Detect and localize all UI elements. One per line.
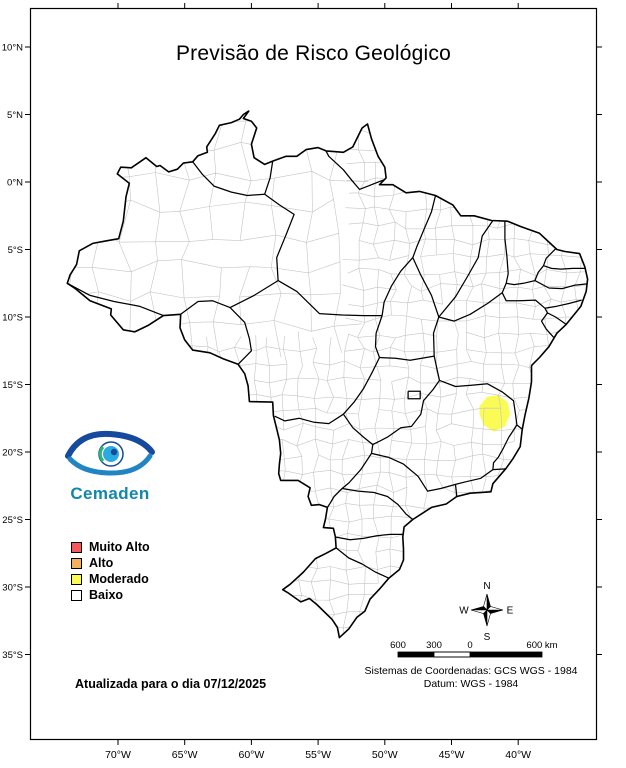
compass-e-label: E xyxy=(507,606,514,617)
scale-bar: 600 300 0 600 km xyxy=(390,640,558,658)
coord-system-line1: Sistemas de Coordenadas: GCS WGS - 1984 xyxy=(364,665,578,677)
map-neatline xyxy=(29,7,598,741)
scale-label-mid: 300 xyxy=(426,640,442,651)
map-title: Previsão de Risco Geológico xyxy=(175,42,452,65)
lon-tick-label: 60°W xyxy=(239,749,265,761)
lat-tick-label: 15°S xyxy=(2,380,23,391)
scale-segment-black-left xyxy=(398,652,434,657)
lat-tick-label: 10°S xyxy=(2,313,23,324)
lat-tick-label: 35°S xyxy=(2,650,23,661)
lon-tick-label: 40°W xyxy=(505,749,531,761)
legend-label-alto: Alto xyxy=(89,556,114,570)
scale-label-right: 600 km xyxy=(526,640,557,651)
risk-legend: Muito Alto Alto Moderado Baixo xyxy=(71,541,150,605)
moderate-risk-highlight-region xyxy=(479,395,511,432)
map-frame: 10°N 5°N 0°N 5°S 10°S 15°S 20°S 25°S 30°S 35°S 70°… xyxy=(2,3,602,761)
lat-tick-label: 25°S xyxy=(2,515,23,526)
compass-star-icon xyxy=(470,593,504,627)
lat-tick-label: 0°N xyxy=(7,178,23,189)
compass-rose: N S E W xyxy=(459,581,514,643)
coordinate-system-note: Sistemas de Coordenadas: GCS WGS - 1984 … xyxy=(340,665,602,691)
cemaden-logo: Cemaden xyxy=(58,426,162,504)
brazil-outline xyxy=(66,110,589,639)
legend-swatch-baixo xyxy=(71,589,82,601)
scale-bar-outline xyxy=(397,651,543,658)
compass-s-label: S xyxy=(484,632,491,643)
lon-tick-label: 55°W xyxy=(305,749,331,761)
lat-tick-label: 5°S xyxy=(8,245,23,256)
lon-tick-label: 50°W xyxy=(372,749,398,761)
lat-tick-label: 5°N xyxy=(7,110,23,121)
coord-system-line2: Datum: WGS - 1984 xyxy=(423,678,519,690)
lon-tick-label: 65°W xyxy=(172,749,198,761)
scale-segment-black-right xyxy=(470,652,542,657)
legend-swatch-muito-alto xyxy=(71,541,82,553)
compass-n-label: N xyxy=(483,581,490,592)
brazil-landmass xyxy=(67,111,588,638)
legend-item-muito-alto: Muito Alto xyxy=(71,541,150,553)
state-boundaries xyxy=(67,150,587,579)
lat-tick-label: 30°S xyxy=(2,583,23,594)
scale-segment-white xyxy=(433,651,471,658)
lon-tick-label: 70°W xyxy=(105,749,131,761)
brazil-map xyxy=(66,110,589,639)
legend-item-alto: Alto xyxy=(71,557,150,569)
scale-label-left: 600 xyxy=(390,640,406,651)
lon-tick-label: 45°W xyxy=(439,749,465,761)
compass-w-label: W xyxy=(459,606,469,617)
scale-label-zero: 0 xyxy=(467,640,472,651)
legend-item-moderado: Moderado xyxy=(71,573,150,585)
lat-tick-label: 10°N xyxy=(2,43,23,54)
update-date-note: Atualizada para o dia 07/12/2025 xyxy=(75,677,267,691)
cemaden-wordmark: Cemaden xyxy=(70,484,150,503)
legend-label-muito-alto: Muito Alto xyxy=(89,540,150,554)
legend-swatch-alto xyxy=(71,557,82,569)
legend-label-baixo: Baixo xyxy=(89,588,124,602)
legend-label-moderado: Moderado xyxy=(89,572,149,586)
legend-item-baixo: Baixo xyxy=(71,589,150,601)
lat-tick-label: 20°S xyxy=(2,448,23,459)
legend-swatch-moderado xyxy=(71,573,82,585)
cemaden-eye-icon xyxy=(65,430,155,476)
